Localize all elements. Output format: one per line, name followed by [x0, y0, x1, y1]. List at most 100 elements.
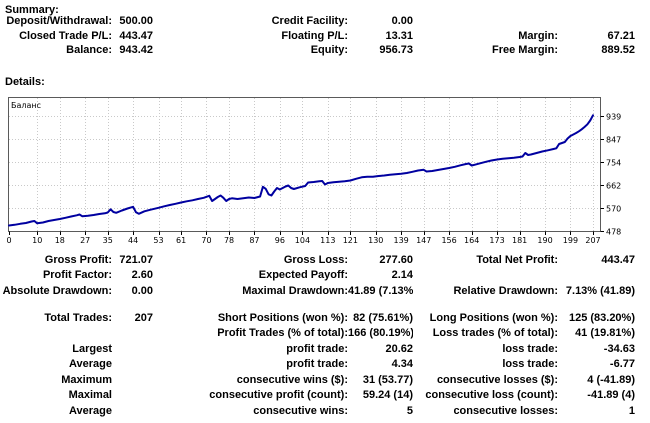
details-value: 4.34 [391, 358, 413, 371]
x-tick-label: 164 [464, 236, 479, 245]
summary-row: Deposit/Withdrawal: 500.00 Credit Facility… [0, 14, 635, 29]
x-tick-label: 190 [537, 236, 552, 245]
details-value: 166 (80.19%) [348, 327, 413, 340]
y-tick-label: 847 [606, 136, 621, 145]
x-tick-label: 53 [153, 236, 163, 245]
details-label: Profit Factor: [42, 269, 112, 282]
chart-legend-label: Баланс [11, 101, 41, 110]
summary-label: Floating P/L: [281, 29, 348, 42]
details-label: Largest [72, 342, 112, 355]
details-value: 443.47 [601, 253, 635, 266]
summary-value: 443.47 [119, 29, 153, 42]
details-label [0, 326, 112, 342]
details-value: 207 [134, 311, 153, 324]
summary-label: Equity: [310, 44, 348, 57]
summary-table: Deposit/Withdrawal: 500.00 Credit Facility… [0, 14, 635, 58]
details-label: Gross Profit: [44, 253, 112, 266]
details-label: Maximal Drawdown: [242, 284, 348, 297]
details-value: 277.60 [379, 253, 413, 266]
details-heading: Details: [5, 76, 45, 88]
details-value [558, 268, 635, 284]
details-row: Maximum consecutive wins ($): 31 (53.77) co… [0, 372, 635, 388]
x-tick-label: 96 [275, 236, 285, 245]
x-tick-label: 35 [103, 236, 113, 245]
details-value [112, 326, 153, 342]
details-row: Maximal consecutive profit (count): 59.24 … [0, 388, 635, 404]
details-label: Loss trades (% of total): [432, 327, 558, 340]
summary-label: Free Margin: [491, 44, 558, 57]
details-table-trades: Total Trades: 207 Short Positions (won %):… [0, 310, 635, 419]
details-row: Average profit trade: 4.34 loss trade: -6.77 [0, 357, 635, 373]
details-value [112, 357, 153, 373]
details-label: Gross Loss: [283, 253, 348, 266]
details-label: Relative Drawdown: [453, 284, 558, 297]
details-label: consecutive wins ($): [236, 373, 348, 386]
details-label: profit trade: [286, 342, 348, 355]
details-value: 0.00 [131, 284, 153, 297]
x-tick-label: 70 [201, 236, 211, 245]
summary-label: Closed Trade P/L: [19, 29, 112, 42]
x-tick-label: 199 [563, 236, 578, 245]
y-tick-label: 570 [606, 205, 621, 214]
x-tick-label: 139 [394, 236, 409, 245]
x-tick-label: 27 [80, 236, 90, 245]
summary-value: 943.42 [119, 44, 153, 57]
details-label: consecutive profit (count): [209, 389, 348, 402]
details-row: Gross Profit: 721.07 Gross Loss: 277.60 Tota… [0, 252, 635, 268]
summary-label: Margin: [518, 29, 558, 42]
details-value [112, 372, 153, 388]
details-value: 31 (53.77) [362, 373, 413, 386]
x-tick-label: 87 [249, 236, 259, 245]
summary-label: Credit Facility: [271, 15, 348, 28]
x-tick-label: 130 [368, 236, 383, 245]
details-label: Average [68, 404, 112, 417]
x-tick-label: 121 [343, 236, 358, 245]
details-label: Average [68, 358, 112, 371]
details-value: 7.13% (41.89) [565, 284, 635, 297]
summary-row: Balance: 943.42 Equity: 956.73 Free Margin: 8… [0, 43, 635, 58]
x-tick-label: 10 [32, 236, 42, 245]
y-tick-label: 754 [606, 159, 621, 168]
details-value: 2.14 [391, 269, 413, 282]
summary-value: 956.73 [379, 44, 413, 57]
x-tick-label: 104 [295, 236, 310, 245]
summary-row: Closed Trade P/L: 443.47 Floating P/L: 13.3… [0, 29, 635, 44]
chart-border [8, 97, 601, 232]
details-value [112, 403, 153, 419]
summary-label [413, 14, 558, 29]
x-tick-label: 61 [176, 236, 186, 245]
details-label [413, 268, 558, 284]
details-value [112, 341, 153, 357]
details-label: Absolute Drawdown: [2, 284, 112, 297]
details-value: 721.07 [119, 253, 153, 266]
details-label: consecutive losses: [453, 404, 558, 417]
details-value: -6.77 [609, 358, 635, 371]
details-table-results: Gross Profit: 721.07 Gross Loss: 277.60 Tota… [0, 252, 635, 299]
x-tick-label: 181 [512, 236, 527, 245]
details-value: 5 [406, 404, 413, 417]
details-value: 20.62 [385, 342, 413, 355]
details-label: loss trade: [502, 342, 558, 355]
details-value: 125 (83.20%) [568, 311, 635, 324]
x-tick-label: 18 [55, 236, 65, 245]
details-row: Absolute Drawdown: 0.00 Maximal Drawdown: 4… [0, 283, 635, 299]
details-value: -41.89 (4) [587, 389, 635, 402]
y-tick-label: 662 [606, 182, 621, 191]
details-label: Maximal [68, 389, 112, 402]
summary-value: 13.31 [385, 29, 413, 42]
details-label: Profit Trades (% of total): [217, 327, 348, 340]
details-label: profit trade: [286, 358, 348, 371]
details-label: Maximum [61, 373, 112, 386]
details-value: 82 (75.61%) [353, 311, 413, 324]
details-label: Long Positions (won %): [429, 311, 558, 324]
summary-value [558, 14, 635, 29]
x-tick-label: 147 [416, 236, 431, 245]
summary-value: 500.00 [119, 15, 153, 28]
details-value: 2.60 [131, 269, 153, 282]
details-label: loss trade: [502, 358, 558, 371]
summary-label: Balance: [66, 44, 112, 57]
x-tick-label: 78 [224, 236, 234, 245]
details-label: consecutive losses ($): [436, 373, 558, 386]
details-row: Profit Trades (% of total): 166 (80.19%) L… [0, 326, 635, 342]
y-tick-label: 478 [606, 228, 621, 237]
